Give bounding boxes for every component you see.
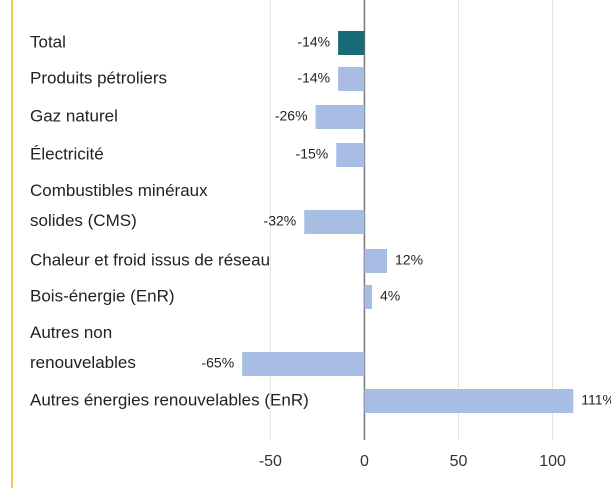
bar [242,352,365,376]
bar [336,143,365,167]
value-label: 111% [581,392,611,408]
bar [364,285,372,309]
category-label: Combustibles minéraux solides (CMS) [30,181,208,230]
value-label: 4% [380,288,400,304]
value-label: -65% [201,355,234,371]
value-label: -32% [264,213,297,229]
category-label: Bois-énergie (EnR) [30,286,175,305]
x-tick-label: 100 [539,453,566,470]
bar [338,31,365,55]
category-label: Gaz naturel [30,106,118,125]
x-tick-label: 0 [360,453,369,470]
value-label: -14% [297,70,330,86]
category-label: Autres non renouvelables [30,323,136,372]
x-tick-label: 50 [450,453,468,470]
bar [364,389,574,413]
bar [315,105,365,129]
value-label: -15% [296,146,329,162]
category-label: Électricité [30,144,104,163]
category-label: Total [30,32,66,51]
x-tick-label: -50 [259,453,282,470]
bar [338,67,365,91]
category-label: Autres énergies renouvelables (EnR) [30,390,309,409]
bar [304,210,365,234]
category-label: Chaleur et froid issus de réseau [30,250,270,269]
value-label: 12% [395,252,423,268]
category-label: Produits pétroliers [30,68,167,87]
value-label: -14% [297,34,330,50]
value-label: -26% [275,108,308,124]
bar [364,249,388,273]
